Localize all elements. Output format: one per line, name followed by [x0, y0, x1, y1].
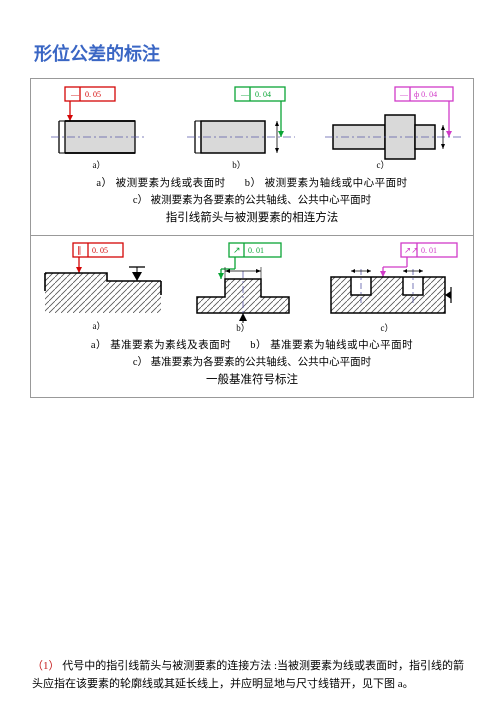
figure-2-captions: a） 基准要素为素线及表面时 b） 基准要素为轴线或中心平面时 — [37, 337, 467, 352]
figure-1-captions: a） 被测要素为线或表面时 b） 被测要素为轴线或中心平面时 — [37, 175, 467, 190]
figure-2-caption-title: 一般基准符号标注 — [37, 371, 467, 387]
fig1-a-svg: — 0. 05 a） — [37, 85, 172, 171]
fig1-b-svg: — 0. 04 b） — [177, 85, 312, 171]
svg-text:a）: a） — [93, 321, 106, 331]
fig2-a-val: 0. 05 — [92, 246, 108, 255]
svg-text:∥: ∥ — [77, 245, 82, 255]
svg-text:b）: b） — [232, 160, 246, 170]
page: 形位公差的标注 — 0. 05 — [0, 0, 504, 693]
fig2-a-svg: ∥ 0. 05 a） — [37, 241, 172, 333]
figure-1-caption-c: c） 被测要素为各要素的公共轴线、公共中心平面时 — [37, 192, 467, 207]
figure-2-drawings: ∥ 0. 05 a） — [37, 241, 467, 333]
figure-1: — 0. 05 a） — [30, 78, 474, 236]
footer-paragraph: （1） 代号中的指引线箭头与被测要素的连接方法 :当被测要素为线或表面时，指引线… — [30, 658, 474, 693]
fig2-c-svg: ↗↗ 0. 01 — [317, 241, 467, 333]
svg-text:—: — — [240, 90, 250, 99]
svg-text:c）: c） — [376, 160, 389, 170]
fig1-c-val: ф 0. 04 — [414, 90, 437, 99]
svg-text:↗↗: ↗↗ — [404, 245, 418, 255]
svg-text:—: — — [70, 90, 80, 99]
figure-1-caption-title: 指引线箭头与被测要素的相连方法 — [37, 209, 467, 225]
svg-text:↗: ↗ — [233, 245, 241, 255]
fig1-b-val: 0. 04 — [255, 90, 271, 99]
fig1-a-val: 0. 05 — [85, 90, 101, 99]
footer-index: （1） — [32, 660, 60, 672]
figure-1-drawings: — 0. 05 a） — [37, 85, 467, 171]
figure-2: ∥ 0. 05 a） — [30, 235, 474, 398]
svg-text:c）: c） — [380, 323, 393, 333]
footer-tail: a。 — [398, 678, 414, 690]
fig2-b-svg: ↗ 0. 01 — [177, 241, 312, 333]
svg-text:b）: b） — [236, 323, 250, 333]
page-title: 形位公差的标注 — [34, 40, 474, 66]
figure-2-caption-c: c） 基准要素为各要素的公共轴线、公共中心平面时 — [37, 354, 467, 369]
fig2-c-val: 0. 01 — [421, 246, 437, 255]
svg-text:a）: a） — [93, 160, 106, 170]
svg-text:—: — — [399, 90, 409, 99]
fig2-b-val: 0. 01 — [248, 246, 264, 255]
fig1-c-svg: — ф 0. 04 c） — [317, 85, 467, 171]
